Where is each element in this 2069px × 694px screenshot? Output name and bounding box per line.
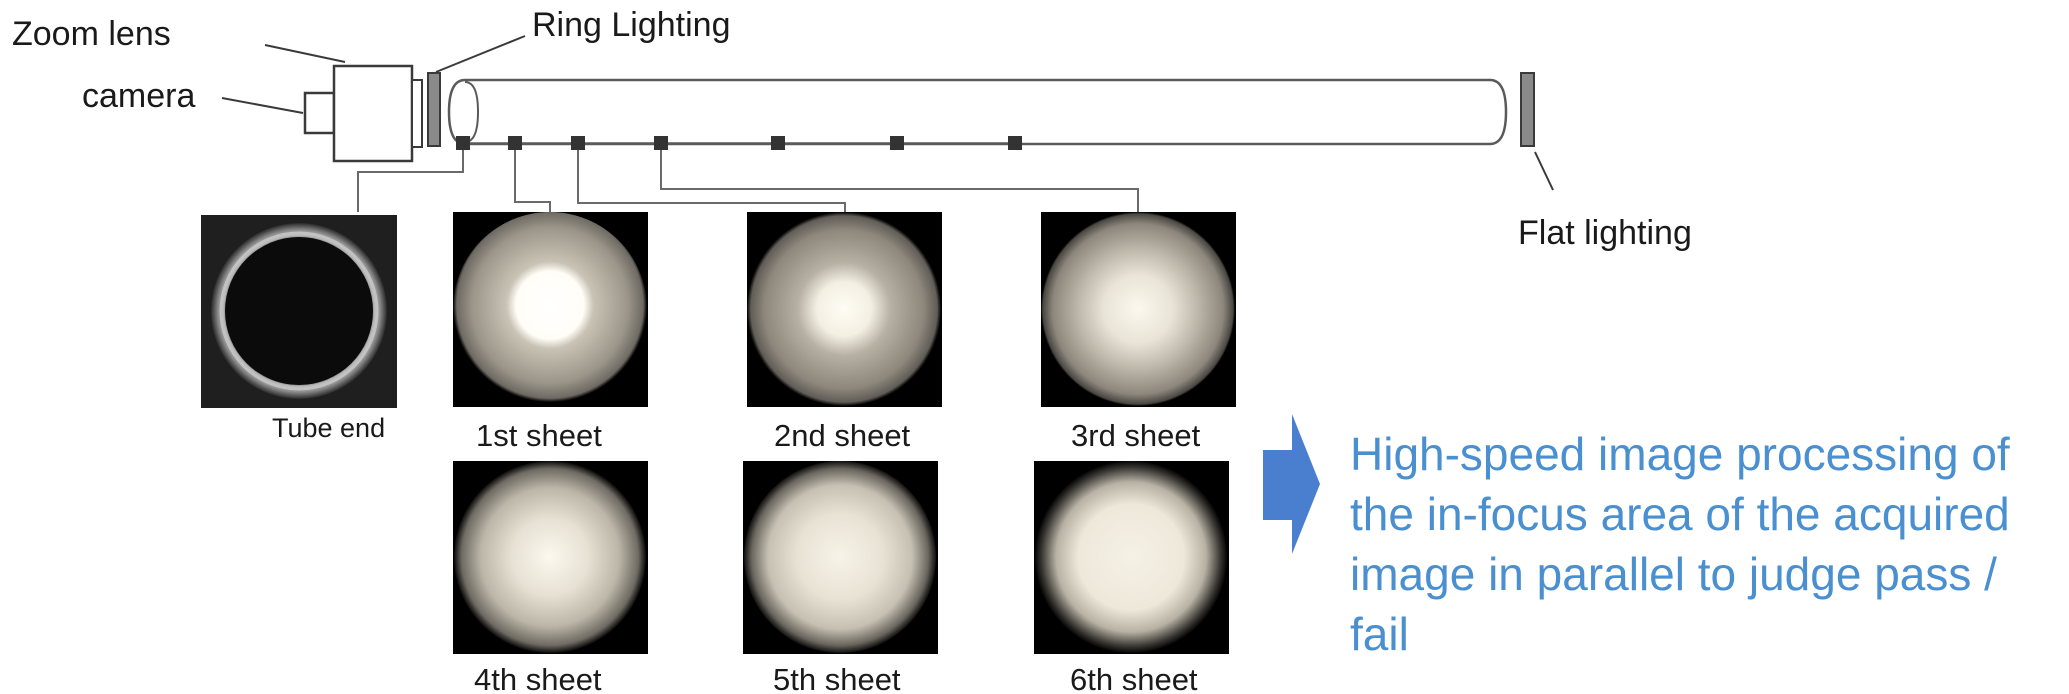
camera-body [303, 91, 336, 135]
leader-camera [221, 97, 304, 114]
connector-sheet-2 [577, 150, 846, 212]
zoom-lens-label: Zoom lens [12, 15, 171, 53]
sheet-image-5 [743, 461, 938, 654]
ring-lighting-label: Ring Lighting [532, 6, 730, 44]
tube-end-label: Tube end [272, 413, 385, 443]
connector-tube-end [357, 150, 464, 212]
tube-end-image [201, 215, 397, 408]
result-arrow-icon [1263, 414, 1320, 554]
tube-front-opening [464, 81, 480, 143]
sheet-image-4 [453, 461, 648, 654]
sheet-image-3 [1041, 212, 1236, 407]
sheet-label-1: 1st sheet [476, 418, 602, 453]
sheet-image-2 [747, 212, 942, 407]
focus-marker-6 [1008, 136, 1022, 150]
focus-marker-5 [890, 136, 904, 150]
result-text-line-3: image in parallel to judge pass / [1350, 548, 1997, 600]
lens-front [411, 79, 423, 148]
sheet-label-4: 4th sheet [474, 662, 602, 694]
tube-body [447, 78, 1508, 146]
focus-marker-tube-end [456, 136, 470, 150]
sheet-label-3: 3rd sheet [1071, 418, 1201, 453]
leader-ring-lighting [435, 35, 526, 73]
flat-lighting [1520, 72, 1535, 147]
ring-lighting [427, 72, 441, 147]
sheet-image-6 [1034, 461, 1229, 654]
connector-sheet-1 [514, 150, 551, 212]
sheet-label-2: 2nd sheet [774, 418, 911, 453]
leader-flat-lighting [1534, 151, 1554, 191]
sheet-label-5: 5th sheet [773, 662, 901, 694]
focus-marker-3 [654, 136, 668, 150]
focus-marker-4 [771, 136, 785, 150]
connector-lines [357, 150, 1139, 212]
flat-lighting-label: Flat lighting [1518, 214, 1692, 252]
result-text-line-1: High-speed image processing of [1350, 428, 2010, 480]
focus-markers [456, 136, 1022, 150]
connector-sheet-3 [660, 150, 1139, 212]
sheet-label-6: 6th sheet [1070, 662, 1198, 694]
sheet-image-1 [453, 212, 648, 407]
focus-marker-1 [508, 136, 522, 150]
result-text-line-4: fail [1350, 608, 1409, 660]
result-text-line-2: the in-focus area of the acquired [1350, 488, 2010, 540]
focus-marker-2 [571, 136, 585, 150]
leader-zoom-lens [264, 44, 346, 63]
zoom-lens-body [332, 64, 414, 163]
camera-label: camera [82, 77, 195, 115]
